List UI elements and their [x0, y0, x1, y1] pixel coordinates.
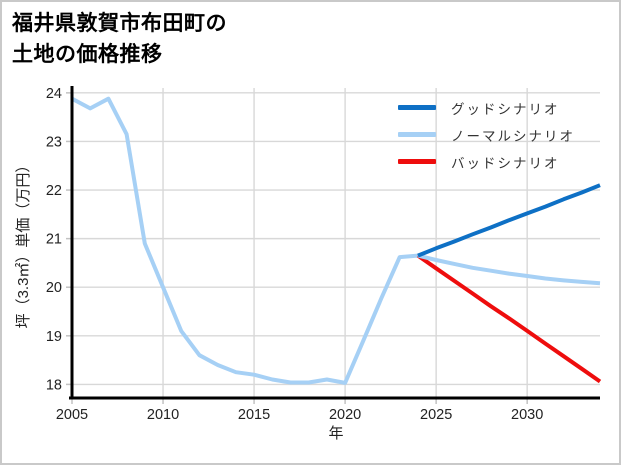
legend: グッドシナリオ ノーマルシナリオ バッドシナリオ — [398, 94, 575, 175]
y-tick-label: 22 — [46, 183, 62, 199]
y-tick-label: 18 — [46, 377, 62, 393]
x-tick-label: 2025 — [420, 407, 452, 423]
x-tick-label: 2015 — [238, 407, 270, 423]
y-tick-label: 23 — [46, 134, 62, 150]
x-tick-label: 2020 — [329, 407, 361, 423]
x-tick-label: 2010 — [147, 407, 179, 423]
x-tick-label: 2030 — [511, 407, 543, 423]
legend-item-bad: バッドシナリオ — [398, 148, 575, 175]
series-line-history — [71, 96, 419, 385]
legend-item-normal: ノーマルシナリオ — [398, 121, 575, 148]
legend-line-normal — [398, 132, 436, 137]
y-tick-label: 19 — [46, 329, 62, 345]
chart-title-line2: 土地の価格推移 — [12, 43, 163, 66]
legend-label-bad: バッドシナリオ — [451, 155, 560, 171]
y-tick-label: 21 — [46, 232, 62, 248]
legend-line-bad — [398, 159, 436, 164]
series-line-normal — [417, 253, 601, 286]
x-axis-label: 年 — [328, 425, 343, 442]
legend-item-good: グッドシナリオ — [398, 94, 575, 121]
y-tick-label: 24 — [46, 86, 62, 102]
series-line-bad — [416, 253, 602, 384]
legend-line-good — [398, 105, 436, 110]
legend-label-normal: ノーマルシナリオ — [451, 128, 575, 144]
legend-label-good: グッドシナリオ — [451, 101, 560, 117]
y-tick-label: 20 — [46, 280, 62, 296]
chart-title: 福井県敦賀市布田町の 土地の価格推移 — [12, 8, 227, 70]
y-axis-label: 坪（3.3㎡）単価（万円） — [15, 158, 32, 329]
series-line-good — [417, 183, 601, 258]
chart-title-line1: 福井県敦賀市布田町の — [12, 12, 227, 35]
x-tick-label: 2005 — [56, 407, 88, 423]
